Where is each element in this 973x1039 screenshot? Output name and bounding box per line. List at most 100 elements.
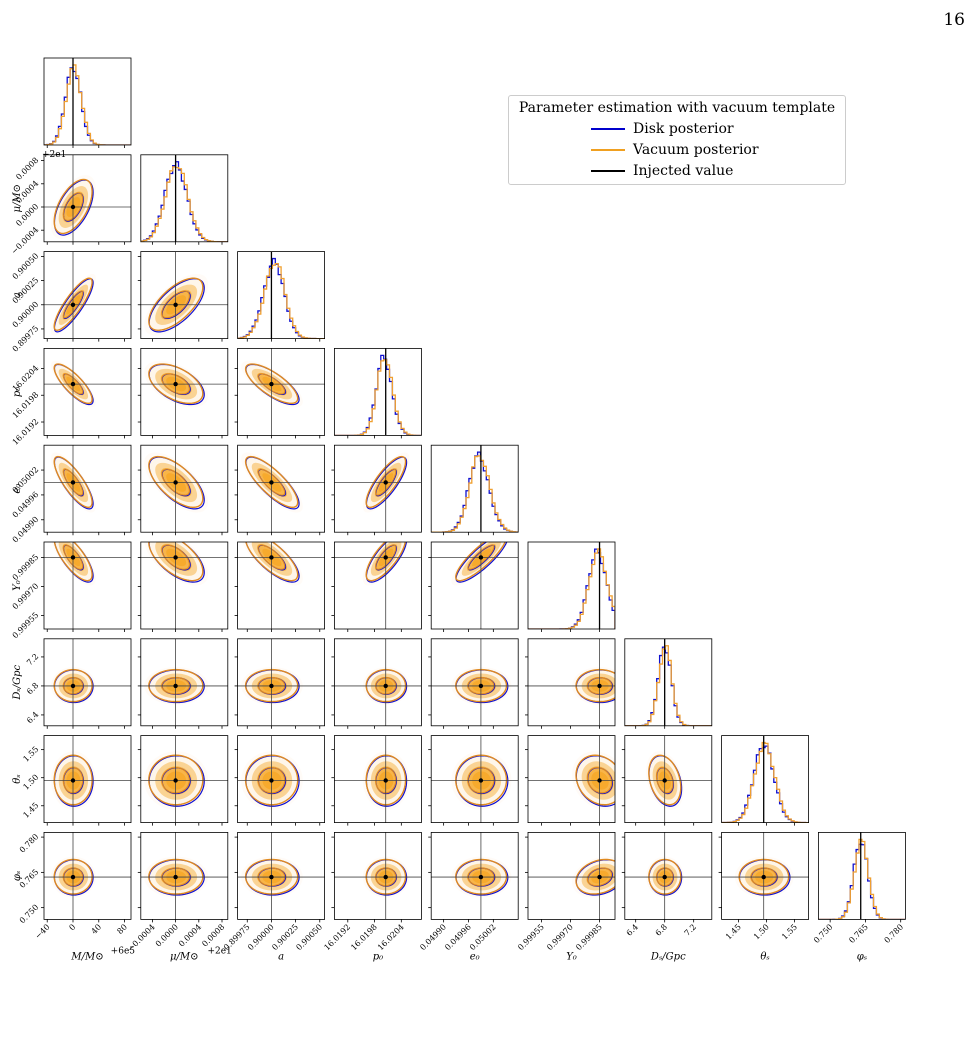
disk-contour-outer xyxy=(365,456,408,510)
injected-point xyxy=(662,778,667,783)
disk-contour-outer xyxy=(365,542,408,583)
vacuum-contour-inner xyxy=(586,867,613,887)
vacuum-contour-outer xyxy=(148,455,204,509)
injected-point xyxy=(662,874,667,880)
panel-content xyxy=(721,735,809,823)
panel-frame xyxy=(527,638,616,727)
x-tick-label: 1.45 xyxy=(724,922,743,941)
x-tick-label: −40 xyxy=(33,922,51,940)
vacuum-contour-inner xyxy=(62,867,84,887)
y-tick-label: 0.99955 xyxy=(11,611,41,641)
x-axis-label: Y₀ xyxy=(566,951,577,962)
vacuum-contour-outer xyxy=(455,858,508,895)
panel-content xyxy=(818,832,906,920)
panel-4-3 xyxy=(331,444,422,536)
x-axis-label: φₛ xyxy=(857,951,867,962)
injected-point xyxy=(269,778,274,783)
panel-8-6 xyxy=(621,832,713,923)
vacuum-histogram xyxy=(624,645,712,726)
vacuum-contour-outer xyxy=(365,858,407,895)
panel-frame xyxy=(333,832,422,920)
panel-6-3 xyxy=(331,638,422,729)
vacuum-contour-inner xyxy=(375,867,397,887)
vacuum-contour-outer xyxy=(53,178,93,235)
disk-contour-outer xyxy=(245,755,300,807)
injected-point xyxy=(70,204,76,210)
panel-5-5 xyxy=(527,541,616,632)
panel-content xyxy=(44,445,131,533)
panel-3-1 xyxy=(137,347,229,439)
vacuum-contour-outer xyxy=(148,668,204,703)
vacuum-contour-inner xyxy=(257,468,286,496)
panel-content xyxy=(237,542,325,629)
vacuum-contour-inner xyxy=(161,677,190,695)
vacuum-contour-outer xyxy=(244,455,299,509)
x-offset-label: +2e1 xyxy=(207,946,231,956)
panel-content xyxy=(334,542,422,629)
panel-frame xyxy=(237,832,326,920)
panel-content xyxy=(431,445,519,533)
panel-8-3 xyxy=(331,832,422,923)
legend-label-disk: Disk posterior xyxy=(633,121,734,137)
y-axis-label: μ/M⊙ xyxy=(12,184,23,213)
panel-frame xyxy=(43,541,132,630)
panel-6-5 xyxy=(525,638,616,729)
vacuum-contour-inner xyxy=(161,867,190,887)
panel-content xyxy=(431,638,519,726)
injected-point xyxy=(269,381,274,387)
panel-3-2 xyxy=(234,347,326,439)
injected-point xyxy=(70,555,76,560)
vacuum-contour-outer xyxy=(244,668,299,703)
panel-7-6 xyxy=(621,735,713,826)
vacuum-contour-outer xyxy=(648,858,682,895)
panel-content xyxy=(624,638,712,726)
injected-point xyxy=(269,480,274,485)
x-axis-label: θₛ xyxy=(760,951,769,962)
vacuum-contour-inner xyxy=(257,544,286,570)
x-tick-label: 6.8 xyxy=(654,922,669,937)
x-tick-label: 0.99970 xyxy=(545,922,575,952)
panel-frame xyxy=(43,347,132,436)
panel-content xyxy=(431,542,519,629)
panel-2-2 xyxy=(237,251,326,342)
y-tick-label: 6.4 xyxy=(25,710,40,725)
panel-frame xyxy=(140,541,229,630)
vacuum-contour-outer xyxy=(53,542,93,582)
panel-frame xyxy=(237,541,326,630)
vacuum-contour-inner xyxy=(375,677,397,695)
page-number: 16 xyxy=(943,10,965,30)
panel-frame xyxy=(237,251,326,340)
x-tick-label: 0.750 xyxy=(812,922,835,945)
injected-point xyxy=(70,381,76,387)
panel-6-2 xyxy=(234,638,326,729)
legend-label-injected: Injected value xyxy=(633,163,734,179)
x-tick-label: 0.04990 xyxy=(418,922,448,952)
panel-frame xyxy=(140,832,229,920)
vacuum-contour-outer xyxy=(365,668,407,703)
vacuum-contour-inner xyxy=(375,544,397,570)
injected-point xyxy=(597,874,602,880)
panel-content xyxy=(237,832,325,920)
vacuum-contour-outer xyxy=(53,363,93,405)
panel-content xyxy=(44,832,131,920)
y-axis-label: e₀ xyxy=(12,484,23,494)
panel-0-0 xyxy=(43,57,132,148)
injected-point xyxy=(173,874,178,880)
vacuum-contour-outer xyxy=(244,858,299,895)
vacuum-contour-outer xyxy=(245,542,299,582)
injected-point xyxy=(478,555,484,560)
panel-content xyxy=(334,348,422,436)
panel-frame xyxy=(333,347,422,436)
panel-frame xyxy=(140,638,229,727)
vacuum-contour-outer xyxy=(53,668,93,703)
injected-point xyxy=(383,683,388,689)
injected-point xyxy=(173,778,178,783)
panel-content xyxy=(140,832,228,920)
y-tick-label: 0.750 xyxy=(18,903,41,926)
disk-contour-outer xyxy=(53,278,94,333)
panel-7-0 xyxy=(41,735,132,826)
vacuum-contour-inner xyxy=(257,867,286,887)
vacuum-histogram xyxy=(818,838,906,920)
injected-point xyxy=(478,683,484,689)
panel-2-0 xyxy=(41,251,132,342)
